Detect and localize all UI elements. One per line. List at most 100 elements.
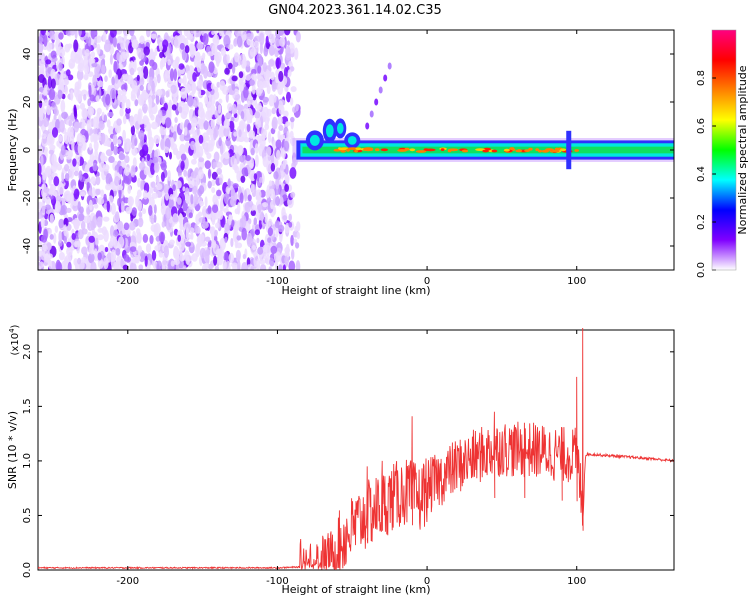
- noise-blob: [113, 229, 119, 238]
- noise-blob: [260, 211, 265, 222]
- noise-blob: [178, 63, 185, 70]
- noise-blob: [228, 62, 233, 70]
- noise-blob: [277, 82, 284, 95]
- band-hotspot: [560, 148, 567, 152]
- noise-blob: [170, 127, 175, 133]
- noise-blob: [129, 30, 135, 37]
- noise-blob: [45, 59, 52, 65]
- noise-blob: [169, 239, 175, 245]
- noise-blob: [223, 251, 229, 263]
- noise-blob: [122, 115, 127, 125]
- noise-blob: [211, 44, 218, 56]
- noise-blob: [174, 190, 178, 203]
- noise-blob: [44, 257, 51, 263]
- noise-blob: [106, 119, 111, 128]
- noise-blob: [88, 57, 96, 64]
- noise-blob: [76, 69, 84, 81]
- noise-blob: [223, 127, 230, 137]
- noise-blob: [38, 212, 43, 219]
- noise-blob: [177, 197, 182, 205]
- noise-blob: [249, 47, 257, 58]
- noise-blob: [128, 221, 136, 231]
- noise-blob: [266, 146, 272, 157]
- noise-blob: [45, 196, 51, 205]
- rising-streak: [374, 98, 379, 106]
- noise-blob: [234, 30, 239, 36]
- noise-blob: [258, 177, 263, 183]
- noise-blob: [105, 183, 112, 191]
- noise-blob: [216, 118, 222, 125]
- noise-blob: [79, 206, 84, 214]
- noise-blob: [152, 156, 159, 165]
- band-hotspot: [535, 148, 540, 152]
- noise-blob: [93, 42, 98, 49]
- noise-blob: [197, 169, 204, 180]
- noise-blob: [177, 234, 181, 242]
- noise-blob: [78, 170, 83, 181]
- noise-blob: [223, 207, 229, 214]
- colorbar-tick-label: 0.2: [696, 214, 707, 230]
- noise-blob: [286, 40, 290, 46]
- noise-blob: [222, 85, 229, 95]
- noise-blob: [168, 99, 172, 109]
- colorbar-tick-label: 0.6: [696, 118, 707, 134]
- noise-blob: [257, 102, 262, 110]
- noise-blob: [77, 143, 83, 155]
- noise-blob: [231, 75, 238, 82]
- noise-blob: [153, 214, 157, 223]
- noise-blob: [180, 153, 187, 161]
- noise-blob: [254, 111, 261, 119]
- noise-blob: [58, 230, 63, 244]
- noise-blob: [243, 137, 250, 143]
- noise-blob: [130, 125, 135, 136]
- noise-blob: [117, 198, 121, 207]
- noise-blob: [100, 132, 106, 145]
- noise-blob: [272, 94, 277, 103]
- noise-blob: [194, 30, 202, 38]
- noise-blob: [201, 221, 209, 229]
- noise-blob: [147, 83, 151, 91]
- noise-blob: [123, 222, 130, 231]
- noise-blob: [161, 117, 166, 125]
- noise-blob: [163, 183, 170, 194]
- noise-blob: [119, 108, 124, 117]
- noise-blob: [165, 207, 172, 220]
- noise-blob: [41, 202, 46, 216]
- noise-blob: [141, 208, 147, 215]
- noise-blob: [100, 189, 105, 197]
- noise-blob: [155, 175, 160, 185]
- noise-blob: [188, 176, 195, 189]
- noise-blob: [260, 264, 267, 270]
- noise-blob: [289, 97, 294, 106]
- y-tick-label: -40: [22, 238, 33, 254]
- noise-blob: [210, 118, 215, 129]
- noise-blob: [110, 202, 116, 215]
- noise-blob: [135, 195, 140, 208]
- noise-blob: [64, 85, 68, 95]
- band-hotspot: [551, 149, 560, 153]
- noise-blob: [114, 224, 118, 231]
- noise-blob: [193, 30, 197, 37]
- noise-blob: [55, 259, 61, 270]
- noise-blob: [160, 171, 165, 182]
- noise-blob: [217, 161, 223, 169]
- band-hotspot: [503, 148, 510, 152]
- noise-blob: [250, 40, 255, 48]
- band-hotspot: [338, 147, 347, 151]
- noise-blob: [110, 87, 117, 100]
- noise-blob: [121, 73, 128, 81]
- noise-blob: [155, 93, 160, 105]
- noise-blob: [255, 88, 262, 97]
- noise-blob: [118, 153, 126, 161]
- noise-blob: [179, 212, 183, 226]
- noise-blob: [236, 235, 242, 241]
- noise-blob: [257, 56, 264, 67]
- noise-blob: [223, 34, 231, 48]
- noise-blob: [129, 241, 136, 247]
- noise-blob: [45, 204, 51, 211]
- noise-blob: [108, 125, 115, 135]
- noise-blob: [178, 238, 186, 252]
- noise-blob: [151, 192, 159, 199]
- x-tick-label: -100: [266, 276, 289, 287]
- noise-blob: [223, 119, 230, 129]
